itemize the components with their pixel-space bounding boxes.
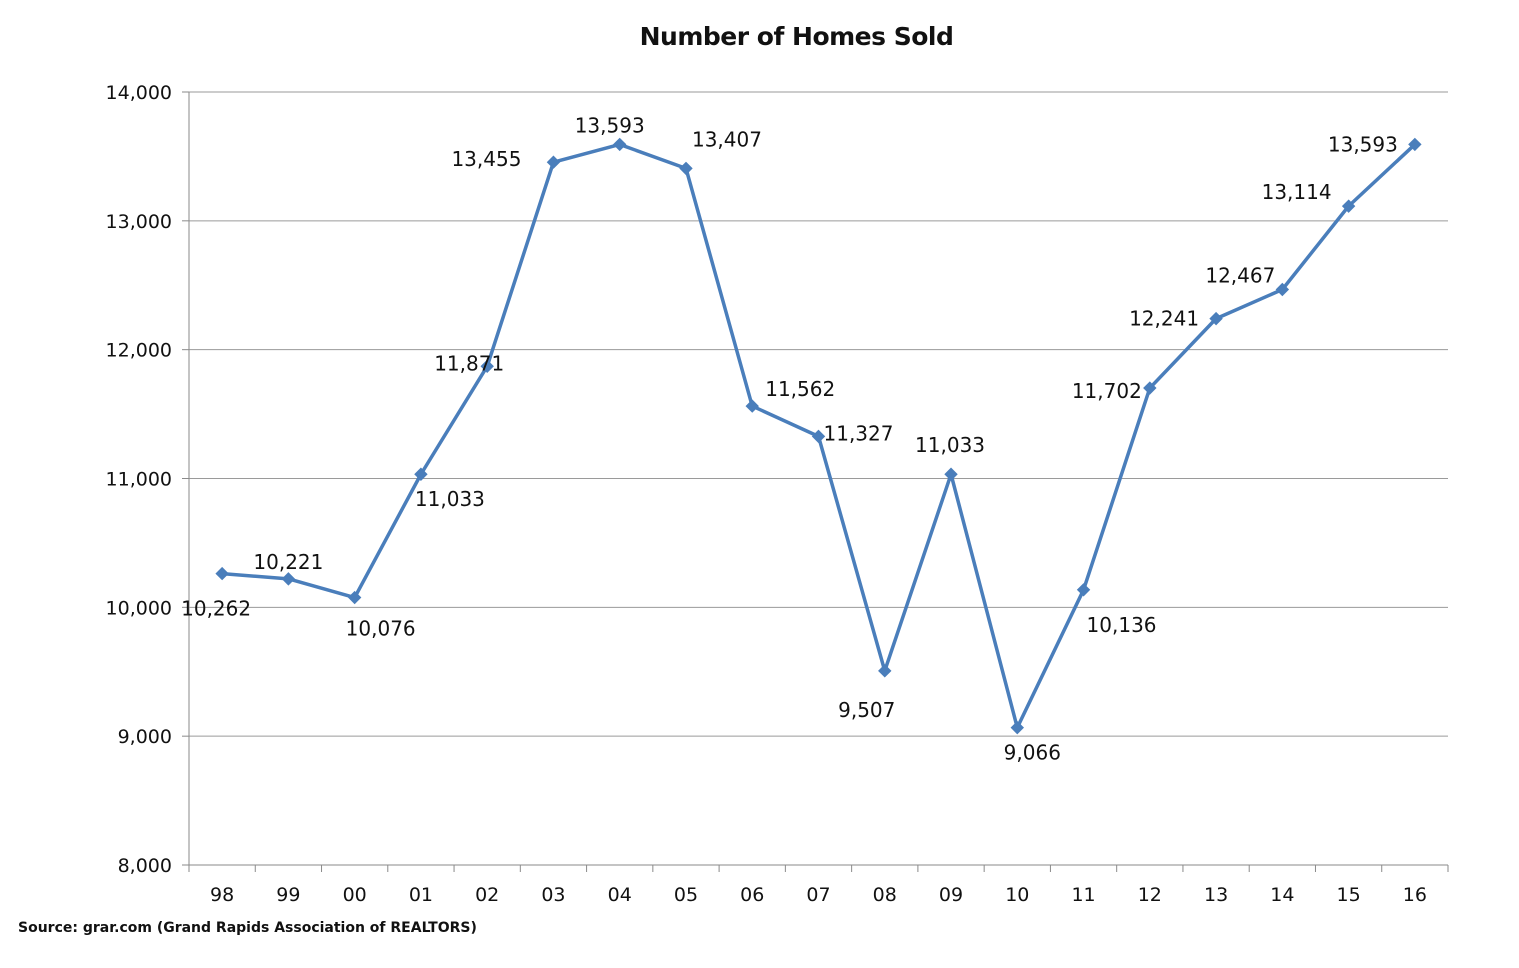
data-point: [679, 161, 693, 176]
data-point: [1209, 311, 1223, 326]
data-point: [1275, 282, 1290, 297]
data-point: [480, 359, 494, 373]
data-label: 13,407: [692, 127, 762, 151]
data-label: 11,702: [1072, 379, 1142, 403]
y-tick-label: 9,000: [118, 726, 172, 748]
source-note: Source: grar.com (Grand Rapids Associati…: [18, 920, 477, 936]
data-point: [878, 664, 892, 678]
data-label: 13,114: [1262, 180, 1332, 204]
data-label: 13,593: [1328, 132, 1398, 156]
data-point: [414, 467, 428, 481]
y-tick-label: 8,000: [118, 855, 172, 877]
y-tick-label: 10,000: [106, 597, 172, 619]
data-point: [1010, 720, 1024, 735]
x-tick-label: 99: [276, 884, 300, 906]
x-tick-label: 13: [1204, 884, 1228, 906]
data-label: 9,507: [838, 698, 895, 722]
data-point: [546, 155, 561, 169]
data-label: 10,262: [181, 597, 251, 621]
y-axis-ticks: 8,000 9,000 10,000 11,000 12,000 13,000 14,000: [106, 82, 189, 877]
gridlines: [189, 91, 1448, 737]
data-point: [1341, 199, 1356, 213]
data-label: 11,033: [915, 433, 985, 457]
data-label: 11,033: [415, 487, 485, 511]
data-point: [347, 590, 362, 605]
data-markers: [215, 137, 1422, 735]
data-point: [1076, 583, 1091, 597]
x-tick-label: 14: [1270, 884, 1294, 906]
data-label: 11,327: [824, 421, 894, 445]
x-tick-label: 11: [1071, 884, 1095, 906]
x-tick-label: 01: [409, 884, 433, 906]
data-point: [944, 467, 958, 481]
x-tick-label: 04: [608, 884, 632, 906]
x-tick-label: 05: [674, 884, 698, 906]
data-label: 12,467: [1205, 264, 1275, 288]
data-point: [745, 399, 759, 413]
data-point: [613, 137, 627, 152]
data-label: 9,066: [1004, 741, 1061, 765]
x-tick-label: 03: [541, 884, 565, 906]
y-tick-label: 14,000: [106, 82, 172, 104]
x-tick-label: 15: [1337, 884, 1361, 906]
x-tick-label: 09: [939, 884, 963, 906]
x-tick-label: 12: [1138, 884, 1162, 906]
y-tick-label: 11,000: [106, 469, 172, 491]
data-point: [811, 429, 826, 444]
x-tick-label: 07: [806, 884, 830, 906]
data-label: 11,562: [765, 377, 835, 401]
x-tick-label: 08: [873, 884, 897, 906]
x-axis-ticks: 98 99 00 01 02 03 04 05 06 07 08 09 10 11 12 13 14 15 16: [188, 865, 1449, 906]
x-tick-label: 02: [475, 884, 499, 906]
data-label: 11,871: [434, 351, 504, 375]
data-label: 13,455: [451, 147, 521, 171]
data-label: 13,593: [575, 113, 645, 137]
chart-title: Number of Homes Sold: [639, 22, 954, 51]
y-tick-label: 13,000: [106, 211, 172, 233]
x-tick-label: 00: [343, 884, 367, 906]
data-point: [281, 572, 296, 586]
x-tick-label: 16: [1403, 884, 1427, 906]
x-tick-label: 10: [1005, 884, 1029, 906]
data-label: 12,241: [1129, 307, 1199, 331]
data-point: [1408, 137, 1422, 152]
data-label: 10,221: [253, 550, 323, 574]
x-tick-label: 06: [740, 884, 764, 906]
x-tick-label: 98: [210, 884, 234, 906]
data-label: 10,136: [1087, 613, 1157, 637]
data-point: [1143, 381, 1157, 395]
data-label: 10,076: [346, 617, 416, 641]
y-tick-label: 12,000: [106, 340, 172, 362]
data-point: [215, 566, 229, 581]
